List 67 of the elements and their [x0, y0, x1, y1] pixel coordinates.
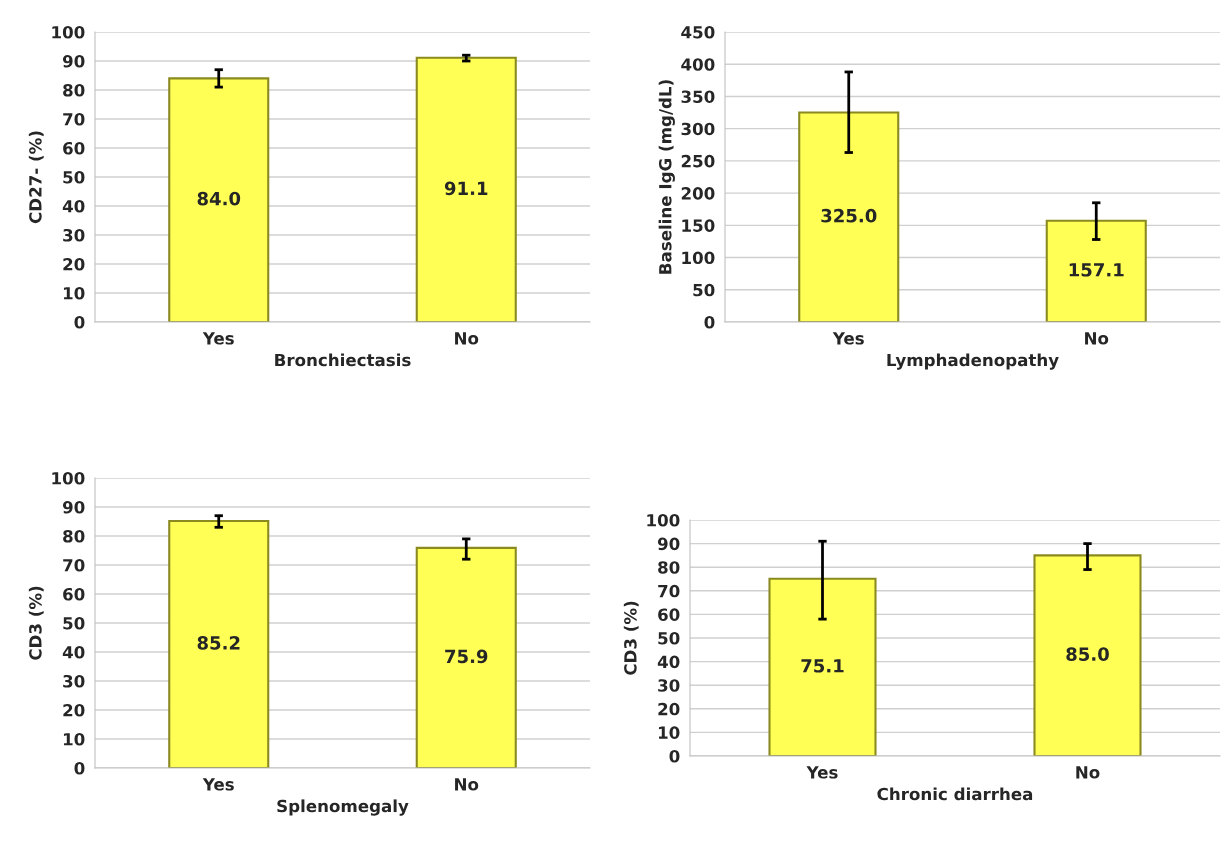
- y-tick-label: 90: [62, 54, 85, 68]
- x-tick-label: Yes: [202, 778, 234, 791]
- y-tick-label: 50: [658, 631, 680, 645]
- y-tick-label: 50: [63, 616, 85, 630]
- data-label: 75.9: [445, 649, 488, 664]
- y-tick-label: 20: [63, 703, 85, 717]
- y-axis-title: CD27- (%): [28, 131, 44, 224]
- y-tick-label: 0: [74, 761, 85, 775]
- y-tick-label: 70: [658, 584, 680, 598]
- y-tick-label: 100: [682, 251, 715, 265]
- y-tick-label: 60: [63, 587, 85, 601]
- data-label: 325.0: [821, 208, 877, 223]
- x-tick-label: No: [455, 778, 479, 791]
- y-tick-label: 250: [681, 154, 715, 168]
- y-tick-label: 100: [52, 25, 85, 39]
- x-tick-label: No: [1076, 766, 1100, 779]
- y-axis-title: CD3 (%): [28, 586, 44, 660]
- y-tick-label: 30: [63, 674, 85, 688]
- y-tick-label: 400: [681, 58, 715, 71]
- y-tick-label: 60: [658, 608, 680, 621]
- y-tick-label: 40: [62, 199, 85, 213]
- y-tick-label: 150: [682, 219, 715, 232]
- y-tick-label: 10: [63, 732, 85, 746]
- y-tick-label: 80: [63, 529, 85, 543]
- x-tick-label: No: [455, 332, 479, 345]
- x-tick-label: Yes: [832, 332, 864, 345]
- y-tick-label: 20: [658, 702, 680, 716]
- data-label: 85.0: [1066, 647, 1109, 661]
- y-tick-label: 80: [63, 83, 85, 97]
- x-axis-title: Lymphadenopathy: [887, 353, 1059, 370]
- y-tick-label: 70: [63, 112, 85, 126]
- y-tick-label: 60: [63, 141, 85, 155]
- y-tick-label: 10: [63, 286, 85, 300]
- x-tick-label: Yes: [202, 332, 234, 345]
- y-tick-label: 0: [669, 749, 680, 763]
- x-tick-label: No: [1085, 332, 1109, 345]
- y-tick-label: 300: [681, 122, 715, 136]
- x-axis-title: Splenomegaly: [277, 799, 409, 816]
- y-tick-label: 0: [74, 315, 85, 329]
- y-tick-label: 10: [658, 726, 680, 739]
- y-tick-label: 40: [657, 655, 680, 669]
- y-tick-label: 200: [681, 187, 715, 200]
- y-tick-label: 80: [658, 561, 680, 574]
- y-tick-label: 90: [657, 537, 680, 551]
- data-label: 157.1: [1069, 263, 1124, 277]
- data-label: 91.1: [444, 181, 488, 196]
- x-axis-title: Bronchiectasis: [275, 353, 411, 367]
- y-axis-title: Baseline IgG (mg/dL): [658, 80, 675, 274]
- y-axis-title: CD3 (%): [623, 601, 639, 675]
- y-tick-label: 100: [647, 513, 680, 527]
- y-tick-label: 450: [681, 25, 715, 39]
- x-tick-label: Yes: [806, 766, 838, 779]
- y-tick-label: 90: [62, 500, 85, 514]
- y-tick-label: 30: [63, 228, 85, 242]
- y-tick-label: 20: [63, 257, 85, 271]
- y-tick-label: 0: [704, 315, 715, 329]
- y-tick-label: 50: [693, 283, 715, 297]
- y-tick-label: 50: [63, 170, 85, 184]
- x-axis-title: Chronic diarrhea: [877, 787, 1033, 801]
- y-tick-label: 40: [62, 645, 85, 659]
- y-tick-label: 100: [52, 471, 85, 485]
- data-label: 85.2: [197, 636, 240, 650]
- data-label: 75.1: [801, 659, 844, 673]
- data-label: 84.0: [197, 191, 241, 206]
- y-tick-label: 70: [63, 558, 85, 572]
- y-tick-label: 30: [658, 679, 680, 692]
- y-tick-label: 350: [681, 90, 715, 104]
